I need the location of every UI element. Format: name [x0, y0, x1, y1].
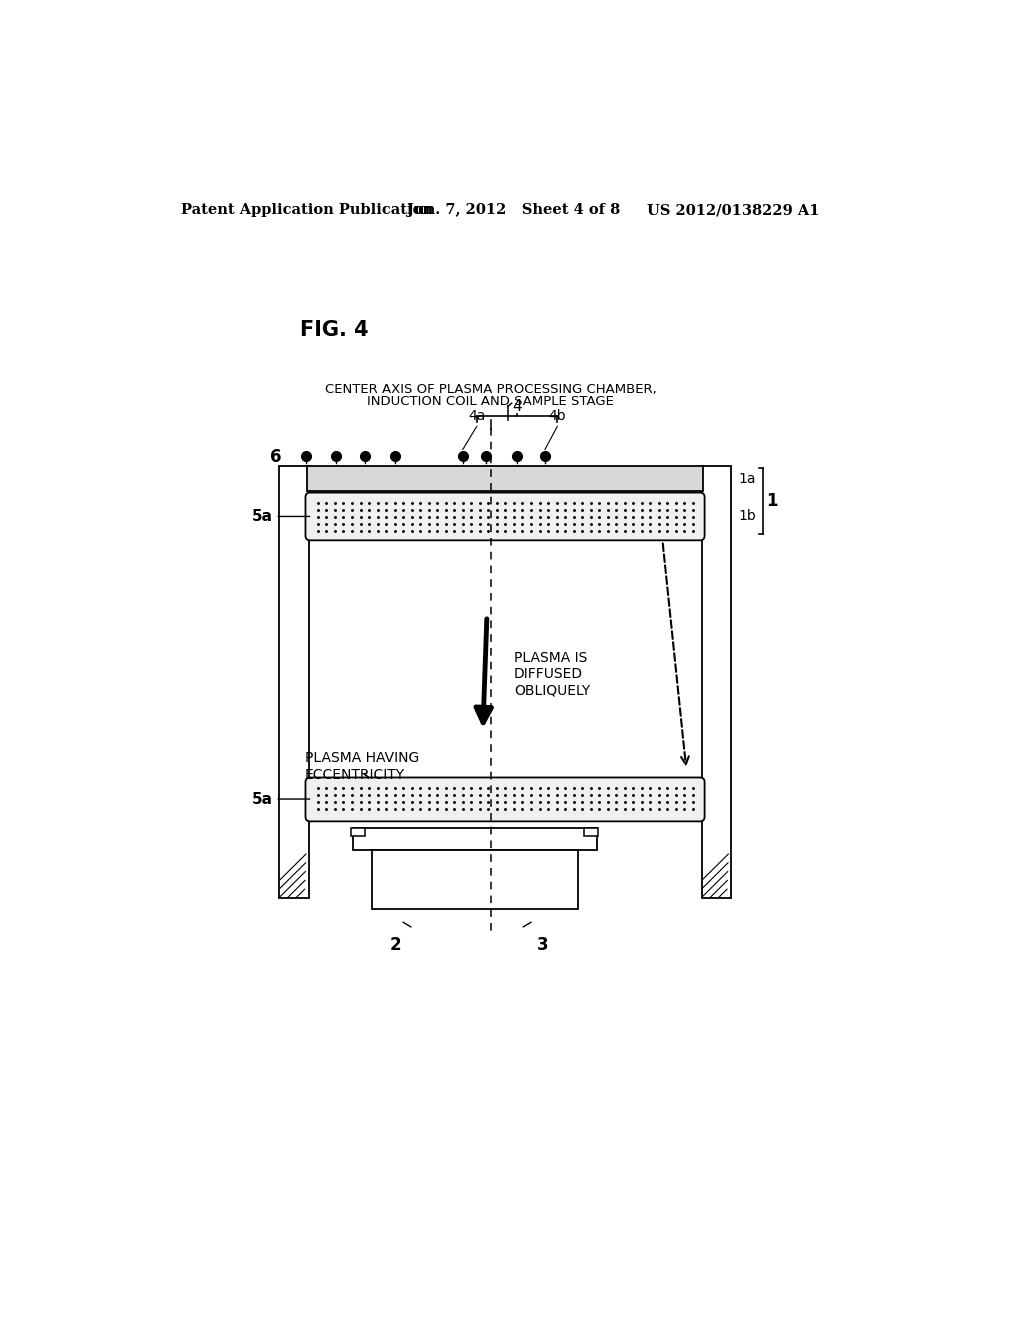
Bar — [351, 829, 366, 836]
Text: 1b: 1b — [738, 510, 757, 524]
Text: 4a: 4a — [468, 408, 485, 422]
Text: PLASMA IS
DIFFUSED
OBLIQUELY: PLASMA IS DIFFUSED OBLIQUELY — [514, 651, 590, 697]
Bar — [701, 466, 731, 898]
Text: Jun. 7, 2012   Sheet 4 of 8: Jun. 7, 2012 Sheet 4 of 8 — [407, 203, 621, 216]
Text: 2: 2 — [389, 936, 401, 954]
Text: Patent Application Publication: Patent Application Publication — [180, 203, 433, 216]
Text: 6: 6 — [270, 449, 282, 466]
Bar — [352, 829, 597, 850]
Bar — [280, 466, 308, 898]
Text: FIG. 4: FIG. 4 — [300, 321, 369, 341]
Bar — [585, 829, 598, 836]
Text: 1a: 1a — [738, 471, 756, 486]
Text: CENTER AXIS OF PLASMA PROCESSING CHAMBER,: CENTER AXIS OF PLASMA PROCESSING CHAMBER… — [325, 383, 656, 396]
FancyBboxPatch shape — [305, 492, 705, 540]
Bar — [372, 850, 578, 909]
Text: 5a: 5a — [252, 510, 273, 524]
Text: 4: 4 — [512, 399, 522, 414]
Text: 3: 3 — [537, 936, 549, 954]
Text: 4b: 4b — [549, 408, 566, 422]
Text: PLASMA HAVING
ECCENTRICITY: PLASMA HAVING ECCENTRICITY — [305, 751, 419, 781]
Text: 5a: 5a — [252, 792, 273, 807]
Text: INDUCTION COIL AND SAMPLE STAGE: INDUCTION COIL AND SAMPLE STAGE — [368, 395, 614, 408]
Text: US 2012/0138229 A1: US 2012/0138229 A1 — [647, 203, 820, 216]
Bar — [307, 466, 703, 491]
Text: 1: 1 — [767, 492, 778, 510]
FancyBboxPatch shape — [305, 777, 705, 821]
